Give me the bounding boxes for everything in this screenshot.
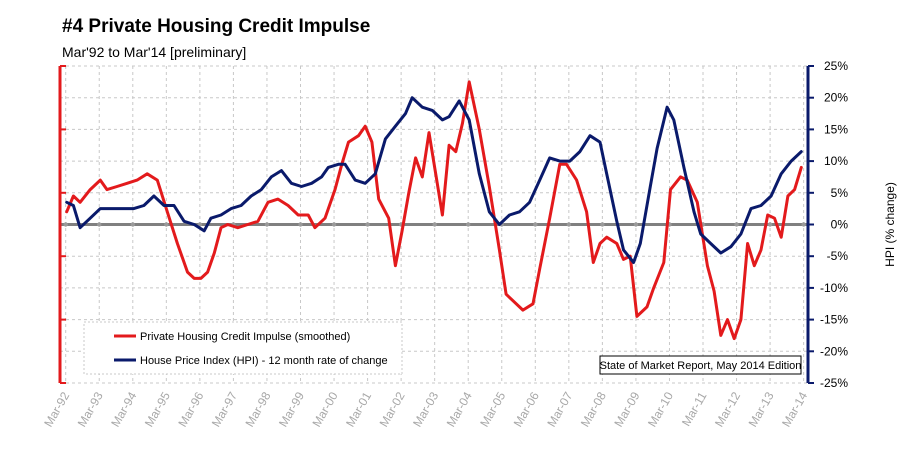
y-tick-label: 20% [824,91,848,105]
x-tick-label: Mar-03 [410,389,441,429]
y-tick-label: -25% [820,376,848,390]
zero-line-marker [298,222,303,227]
y-tick-label: 0% [831,218,849,232]
series-line-hpi [65,96,803,264]
y-tick-label: 15% [824,122,848,136]
y-tick-label: -5% [827,249,849,263]
y-axis-label: HPI (% change) [883,182,897,267]
chart-title: #4 Private Housing Credit Impulse [62,16,371,37]
zero-line-marker [365,222,370,227]
y-tick-label: -10% [820,281,848,295]
y-tick-label: 10% [824,154,848,168]
x-tick-label: Mar-12 [712,389,743,429]
x-tick-label: Mar-92 [41,389,72,429]
x-tick-label: Mar-07 [544,389,575,429]
x-tick-label: Mar-04 [444,389,475,429]
y-tick-label: 25% [824,59,848,73]
source-note-text: State of Market Report, May 2014 Edition [600,360,802,372]
series-line-credit-impulse [65,80,803,341]
legend-entry: House Price Index (HPI) - 12 month rate … [140,355,388,367]
zero-line-marker [633,222,639,227]
zero-line-marker [197,222,203,227]
y-tick-label: 5% [831,186,849,200]
x-tick-label: Mar-06 [511,389,542,429]
x-tick-label: Mar-93 [75,389,106,429]
x-tick-label: Mar-10 [645,389,676,429]
legend: Private Housing Credit Impulse (smoothed… [83,321,403,375]
zero-line-marker [164,222,169,227]
x-tick-label: Mar-09 [611,389,642,429]
zero-line-marker [331,222,337,227]
legend-entry: Private Housing Credit Impulse (smoothed… [140,331,350,343]
x-tick-label: Mar-95 [142,389,173,429]
zero-line-marker [97,222,102,227]
series [65,80,803,341]
x-tick-label: Mar-14 [779,389,810,429]
source-note: State of Market Report, May 2014 Edition [599,355,802,375]
zero-line-marker [264,222,270,227]
x-tick-label: Mar-08 [578,389,609,429]
zero-line-marker [767,222,773,227]
x-tick-label: Mar-13 [746,389,777,429]
chart-subtitle: Mar'92 to Mar'14 [preliminary] [62,44,247,60]
x-tick-label: Mar-94 [108,389,139,429]
x-tick-label: Mar-05 [477,389,508,429]
x-tick-label: Mar-01 [343,389,374,429]
y-tick-label: -15% [820,313,848,327]
x-tick-label: Mar-97 [209,389,240,429]
x-tick-label: Mar-00 [310,389,341,429]
y-tick-label: -20% [820,344,848,358]
legend-box [83,321,403,375]
zero-line-marker [466,222,471,227]
source-note-box [599,355,802,375]
x-tick-label: Mar-99 [276,389,307,429]
zero-line-marker [801,222,806,227]
zero-line-marker [533,222,538,227]
x-tick-label: Mar-11 [679,389,710,428]
zero-line-marker [63,222,68,227]
zero-line-marker [566,222,572,227]
zero-line-marker [130,222,135,227]
zero-line-marker [432,222,437,227]
zero-line-marker [600,222,605,227]
x-tick-label: Mar-96 [175,389,206,429]
zero-line-marker [734,222,739,227]
x-tick-label: Mar-02 [377,389,408,429]
x-tick-label: Mar-98 [242,389,273,429]
